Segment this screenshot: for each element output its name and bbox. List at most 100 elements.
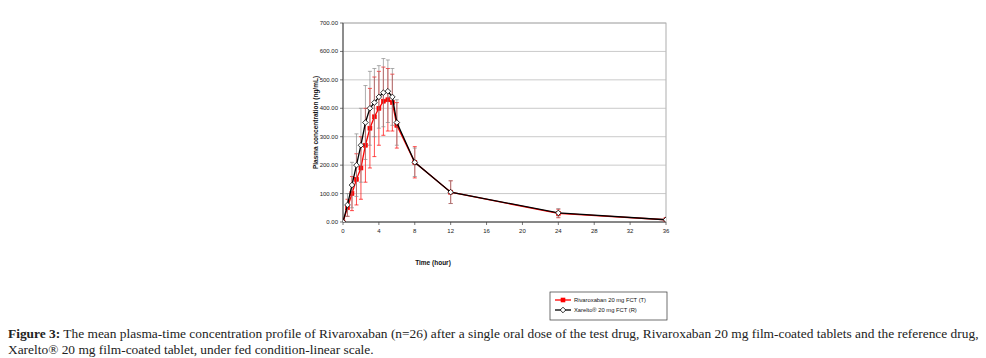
data-point bbox=[349, 182, 355, 188]
error-cap bbox=[395, 99, 399, 100]
grid-line bbox=[343, 51, 666, 52]
error-bar bbox=[449, 181, 453, 204]
error-cap bbox=[556, 208, 560, 209]
error-cap bbox=[359, 199, 363, 200]
data-point bbox=[663, 217, 666, 222]
error-cap bbox=[413, 176, 417, 177]
legend-box bbox=[550, 292, 667, 320]
y-tick-label: 700.00 bbox=[320, 20, 339, 26]
data-point bbox=[390, 94, 396, 100]
x-tick-label: 28 bbox=[591, 228, 598, 234]
error-cap bbox=[359, 182, 363, 183]
grid-line bbox=[343, 79, 666, 80]
legend-marker bbox=[560, 307, 566, 313]
error-cap bbox=[372, 156, 376, 157]
x-tick-label: 12 bbox=[447, 228, 454, 234]
error-cap bbox=[449, 203, 453, 204]
x-tick-label: 20 bbox=[519, 228, 526, 234]
x-axis-title: Time (hour) bbox=[415, 259, 451, 267]
error-bar bbox=[413, 148, 417, 176]
error-cap bbox=[390, 68, 394, 69]
grid-line bbox=[343, 193, 666, 194]
error-cap bbox=[395, 145, 399, 146]
error-cap bbox=[449, 180, 453, 181]
error-cap bbox=[390, 125, 394, 126]
error-bar bbox=[354, 134, 358, 197]
error-cap bbox=[345, 216, 349, 217]
error-cap bbox=[350, 210, 354, 211]
data-point bbox=[354, 162, 360, 168]
x-tick-label: 8 bbox=[413, 228, 417, 234]
y-tick-label: 0.00 bbox=[326, 219, 338, 225]
data-point bbox=[413, 160, 417, 164]
figure: {"chart_data": {"type": "line", "y_label… bbox=[0, 0, 986, 358]
legend-marker bbox=[561, 298, 565, 302]
error-bar bbox=[556, 209, 560, 218]
error-cap bbox=[413, 177, 417, 178]
error-cap bbox=[350, 162, 354, 163]
y-tick-label: 100.00 bbox=[320, 191, 339, 197]
error-cap bbox=[386, 122, 390, 123]
caption-label: Figure 3: bbox=[8, 326, 60, 341]
caption-text: The mean plasma-time concentration profi… bbox=[8, 326, 979, 357]
error-cap bbox=[556, 217, 560, 218]
error-cap bbox=[381, 126, 385, 127]
data-point bbox=[448, 189, 454, 195]
error-cap bbox=[345, 216, 349, 217]
error-cap bbox=[345, 193, 349, 194]
x-tick-label: 16 bbox=[483, 228, 490, 234]
error-cap bbox=[363, 159, 367, 160]
series-line bbox=[343, 91, 666, 222]
grid-line bbox=[343, 222, 666, 223]
error-cap bbox=[359, 108, 363, 109]
x-tick-label: 32 bbox=[627, 228, 634, 234]
error-cap bbox=[395, 148, 399, 149]
error-cap bbox=[350, 207, 354, 208]
error-cap bbox=[354, 204, 358, 205]
error-cap bbox=[354, 196, 358, 197]
legend-label: Xarelto® 20 mg FCT (R) bbox=[574, 307, 637, 313]
error-bar bbox=[368, 71, 372, 145]
data-point bbox=[345, 202, 351, 208]
error-cap bbox=[381, 58, 385, 59]
caption: Figure 3: The mean plasma-time concentra… bbox=[8, 326, 980, 358]
data-point bbox=[412, 160, 418, 166]
grid-line bbox=[343, 136, 666, 137]
y-axis bbox=[343, 23, 344, 222]
data-point bbox=[343, 220, 345, 222]
error-bar bbox=[381, 59, 385, 127]
y-tick-label: 600.00 bbox=[320, 48, 339, 54]
error-bar bbox=[413, 147, 417, 178]
legend: Rivaroxaban 20 mg FCT (T)Xarelto® 20 mg … bbox=[550, 292, 667, 320]
error-cap bbox=[390, 131, 394, 132]
error-cap bbox=[372, 68, 376, 69]
error-cap bbox=[386, 59, 390, 60]
error-bar bbox=[377, 66, 381, 129]
error-cap bbox=[368, 167, 372, 168]
error-cap bbox=[413, 148, 417, 149]
error-bar bbox=[390, 68, 394, 125]
error-cap bbox=[381, 135, 385, 136]
y-tick-label: 400.00 bbox=[320, 105, 339, 111]
error-cap bbox=[368, 71, 372, 72]
error-cap bbox=[377, 145, 381, 146]
error-cap bbox=[372, 136, 376, 137]
data-point bbox=[372, 100, 378, 106]
data-point bbox=[376, 94, 382, 100]
data-point bbox=[358, 142, 364, 148]
x-tick-label: 36 bbox=[663, 228, 670, 234]
data-point bbox=[556, 210, 562, 216]
error-bar bbox=[372, 68, 376, 136]
grid-line bbox=[343, 108, 666, 109]
x-tick-label: 24 bbox=[555, 228, 562, 234]
data-point bbox=[363, 120, 369, 126]
error-cap bbox=[363, 85, 367, 86]
grid-line bbox=[343, 23, 666, 24]
error-bar bbox=[363, 86, 367, 160]
chart: 0.00100.00200.00300.00400.00500.00600.00… bbox=[0, 0, 986, 326]
data-point bbox=[394, 120, 400, 126]
error-cap bbox=[377, 128, 381, 129]
y-tick-label: 500.00 bbox=[320, 77, 339, 83]
y-tick-label: 300.00 bbox=[320, 134, 339, 140]
plot-frame bbox=[343, 23, 666, 222]
